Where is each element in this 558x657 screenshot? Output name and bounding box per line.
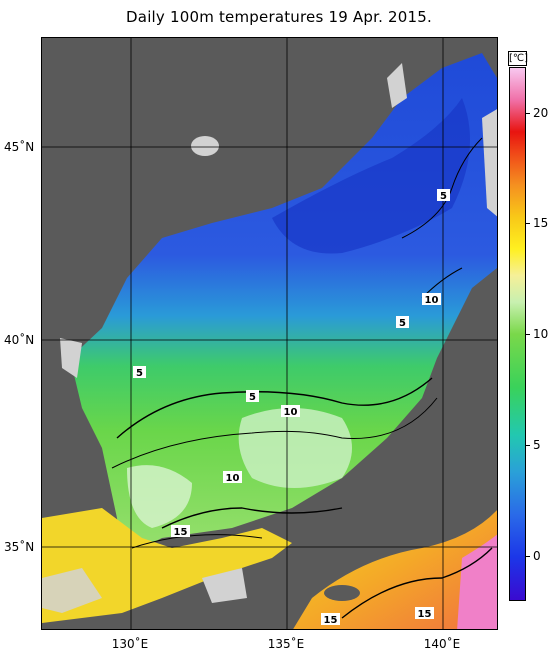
contour-label-15-b: 15	[321, 613, 340, 626]
svg-text:10: 10	[425, 295, 439, 306]
map-title: Daily 100m temperatures 19 Apr. 2015.	[126, 8, 432, 26]
colorbar-label-0: 0	[533, 549, 541, 563]
contour-label-10-b: 10	[281, 405, 300, 418]
svg-text:5: 5	[136, 368, 143, 379]
svg-text:10: 10	[226, 473, 240, 484]
colorbar-label-20: 20	[533, 106, 549, 120]
svg-text:5: 5	[249, 392, 256, 403]
colorbar-tick	[526, 556, 530, 557]
colorbar-tick	[526, 113, 530, 114]
colorbar-tick	[526, 223, 530, 224]
svg-text:15: 15	[324, 615, 338, 626]
colorbar-tick	[526, 334, 530, 335]
svg-text:5: 5	[399, 318, 406, 329]
kuroshio-core	[457, 534, 497, 629]
colorbar-label-15: 15	[533, 216, 549, 230]
contour-label-15-a: 15	[171, 525, 190, 538]
lon-label-140e: 140˚E	[423, 637, 461, 651]
contour-label-10-c: 10	[223, 471, 242, 484]
colorbar-unit: [℃]	[508, 51, 529, 66]
colorbar	[509, 67, 526, 601]
lat-label-35n: 35˚N	[4, 540, 35, 554]
contour-label-5-c: 5	[133, 366, 146, 379]
cold-core	[272, 98, 470, 254]
contour-label-15-c: 15	[415, 607, 434, 620]
colorbar-tick	[526, 445, 530, 446]
svg-text:10: 10	[284, 407, 298, 418]
contour-label-5-d: 5	[246, 390, 259, 403]
svg-text:15: 15	[174, 527, 188, 538]
lat-label-45n: 45˚N	[4, 140, 35, 154]
lat-label-40n: 40˚N	[4, 333, 35, 347]
svg-text:15: 15	[418, 609, 432, 620]
colorbar-label-10: 10	[533, 327, 549, 341]
contour-label-5-b: 5	[396, 316, 409, 329]
warm-eddy	[238, 408, 352, 488]
colorbar-label-5: 5	[533, 438, 541, 452]
contour-label-10-a: 10	[422, 293, 441, 306]
contour-label-5-a: 5	[437, 189, 450, 202]
tsushima-warm-water	[42, 508, 292, 623]
lon-label-130e: 130˚E	[111, 637, 149, 651]
warm-patch-west	[127, 465, 192, 528]
temperature-map: 5 5 5 5 10 10	[41, 37, 498, 630]
svg-text:5: 5	[440, 191, 447, 202]
lon-label-135e: 135˚E	[267, 637, 305, 651]
